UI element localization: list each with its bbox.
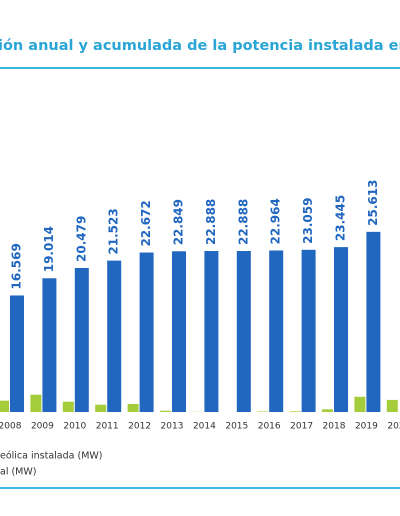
bar [42,278,57,412]
bar [386,399,398,412]
bar [322,409,333,412]
x-tick-label: 2009 [31,422,54,432]
x-tick-label: 2020 [387,422,400,432]
bar [204,251,219,412]
x-tick-label: 2016 [258,422,281,432]
bar [0,400,9,412]
data-label: 22.888 [236,199,250,245]
bar [301,249,316,412]
data-label: 25.613 [366,180,380,226]
data-label: 22.888 [204,199,218,245]
data-label: 23.059 [301,198,315,244]
bar [160,410,171,412]
bar [95,404,107,412]
bar [139,252,154,412]
data-label: 22.964 [269,198,283,244]
bar [354,396,366,412]
x-tick-label: 2011 [96,422,119,432]
bar [366,231,381,412]
bar [236,251,251,412]
data-label: 19.014 [42,226,56,272]
bar [10,295,24,412]
data-label: 21.523 [107,208,121,254]
bar [289,411,301,412]
bar [269,250,284,412]
bar [127,403,139,412]
bar [334,247,348,412]
bar [107,260,122,412]
x-tick-label: 2008 [0,422,22,432]
x-tick-label: 2019 [355,422,378,432]
x-tick-label: 2017 [290,422,313,432]
x-tick-label: 2015 [225,422,248,432]
data-label: 22.849 [172,199,186,245]
chart-title: ión anual y acumulada de la potencia ins… [0,38,400,54]
x-tick-label: 2013 [161,422,184,432]
bar [30,394,42,412]
legend-label: eólica instalada (MW) [0,451,103,462]
x-tick-label: 2010 [63,422,86,432]
data-label: 22.672 [139,200,153,246]
x-tick-label: 2012 [128,422,151,432]
data-label: 23.445 [334,195,348,241]
data-label: 20.479 [74,216,88,262]
bar [62,401,74,412]
legend-label: al (MW) [0,467,36,478]
x-tick-label: 2018 [323,422,346,432]
x-tick-label: 2014 [193,422,216,432]
data-label: 16.569 [10,243,24,289]
bar [257,411,269,412]
bar [74,267,89,412]
bar [172,251,186,412]
